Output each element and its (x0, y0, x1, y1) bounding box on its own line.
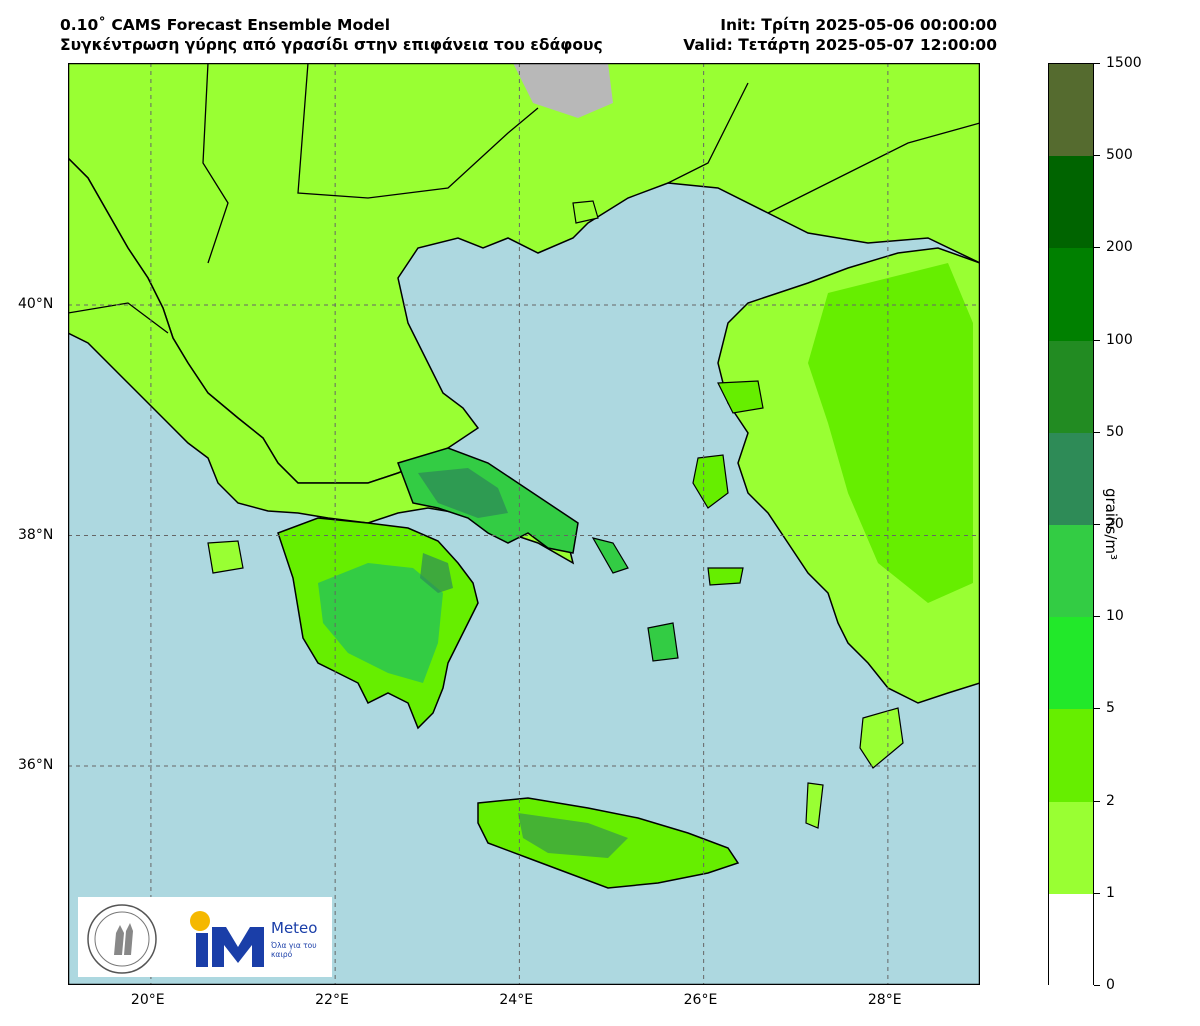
lat-tick-label: 38°N (18, 527, 53, 543)
island-kefalonia (208, 541, 243, 573)
meteo-logo-text: Meteo (271, 919, 317, 937)
colorbar-tick-label: 5 (1106, 700, 1115, 716)
colorbar-tick-label: 2 (1106, 793, 1115, 809)
title-right: Init: Τρίτη 2025-05-06 00:00:00 Valid: Τ… (683, 15, 997, 55)
colorbar-tick (1094, 247, 1100, 248)
island-naxos (648, 623, 678, 661)
lon-tick-label: 20°E (131, 992, 165, 1008)
colorbar-segment (1049, 525, 1093, 617)
colorbar-tick (1094, 985, 1100, 986)
colorbar-tick-label: 0 (1106, 977, 1115, 993)
meteo-logo-icon (186, 907, 272, 971)
colorbar (1048, 63, 1094, 985)
colorbar-tick (1094, 616, 1100, 617)
island-samos (708, 568, 743, 585)
lat-tick-label: 40°N (18, 296, 53, 312)
colorbar-segment (1049, 341, 1093, 433)
colorbar-segment (1049, 617, 1093, 709)
colorbar-tick (1094, 893, 1100, 894)
colorbar-segment (1049, 709, 1093, 801)
colorbar-tick (1094, 432, 1100, 433)
colorbar-tick-label: 10 (1106, 608, 1124, 624)
colorbar-tick-label: 500 (1106, 147, 1133, 163)
lon-tick-label: 22°E (315, 992, 349, 1008)
colorbar-tick (1094, 708, 1100, 709)
logo-box: Meteo Όλα για του καιρό (78, 897, 332, 977)
map-canvas (68, 63, 980, 985)
colorbar-tick (1094, 340, 1100, 341)
colorbar-tick-label: 50 (1106, 424, 1124, 440)
colorbar-segment (1049, 894, 1093, 986)
lon-tick-label: 24°E (499, 992, 533, 1008)
colorbar-segment (1049, 156, 1093, 248)
colorbar-tick-label: 100 (1106, 332, 1133, 348)
lon-tick-label: 26°E (684, 992, 718, 1008)
colorbar-tick-label: 1500 (1106, 55, 1142, 71)
colorbar-segment (1049, 433, 1093, 525)
colorbar-segment (1049, 248, 1093, 340)
lat-tick-label: 36°N (18, 757, 53, 773)
colorbar-tick (1094, 801, 1100, 802)
colorbar-segment (1049, 64, 1093, 156)
title-line-1: 0.10˚ CAMS Forecast Ensemble Model (60, 15, 603, 35)
university-seal-logo (86, 903, 158, 975)
title-line-2: Συγκέντρωση γύρης από γρασίδι στην επιφά… (60, 35, 603, 55)
init-time: Init: Τρίτη 2025-05-06 00:00:00 (683, 15, 997, 35)
colorbar-tick (1094, 63, 1100, 64)
valid-time: Valid: Τετάρτη 2025-05-07 12:00:00 (683, 35, 997, 55)
colorbar-segment (1049, 802, 1093, 894)
colorbar-tick-label: 200 (1106, 239, 1133, 255)
colorbar-title: grains/m³ (1102, 488, 1120, 560)
colorbar-tick (1094, 155, 1100, 156)
forecast-map (68, 63, 980, 985)
colorbar-tick-label: 1 (1106, 885, 1115, 901)
title-left: 0.10˚ CAMS Forecast Ensemble Model Συγκέ… (60, 15, 603, 55)
meteo-tagline: Όλα για του καιρό (271, 941, 321, 959)
colorbar-tick (1094, 524, 1100, 525)
lon-tick-label: 28°E (868, 992, 902, 1008)
